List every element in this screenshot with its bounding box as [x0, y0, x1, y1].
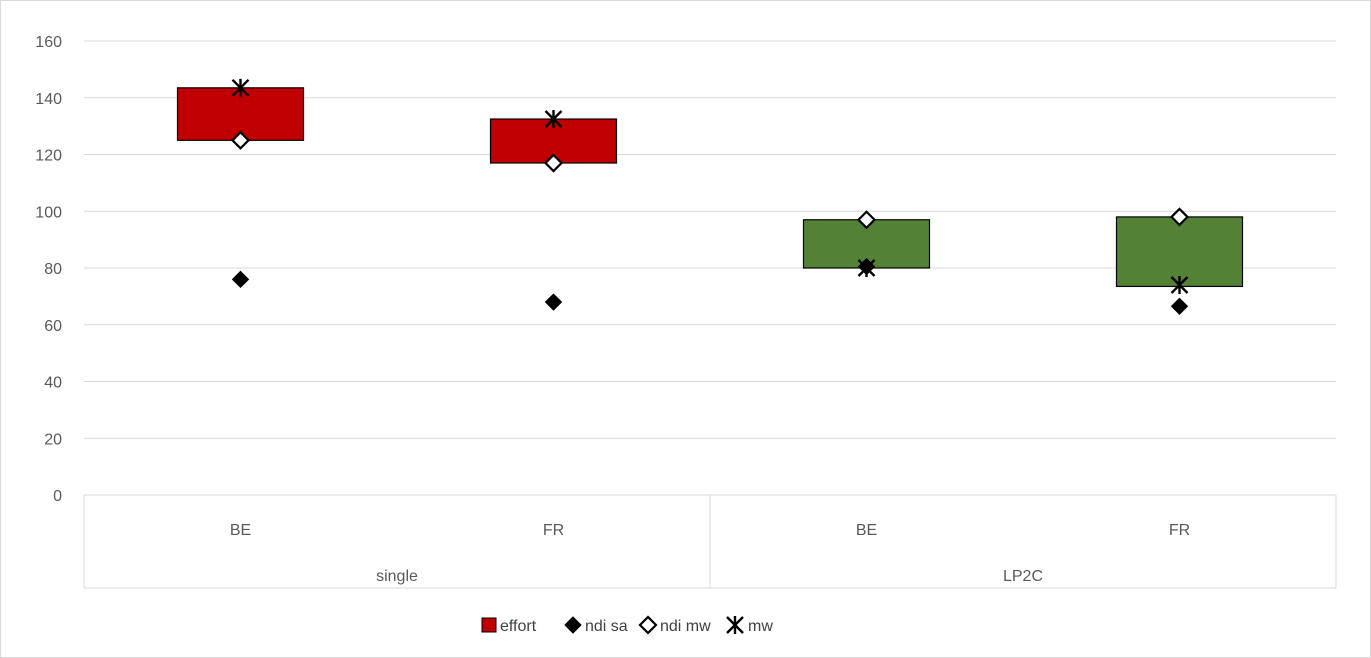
x-tick-label: BE: [856, 522, 877, 539]
legend-label-ndi-mw: ndi mw: [660, 618, 711, 635]
mw-point: [544, 110, 563, 129]
mw-point: [1170, 276, 1189, 295]
mw-point: [857, 259, 876, 277]
legend: effort ndi sa ndi mw mw: [481, 615, 773, 635]
y-tick-label: 60: [44, 318, 62, 335]
effort-box: [1115, 216, 1244, 288]
x-group-label: single: [376, 568, 418, 585]
ndi-sa-point: [544, 293, 563, 311]
legend-swatch-effort: [481, 617, 497, 633]
x-group-label: LP2C: [1003, 568, 1043, 585]
legend-label-ndi-sa: ndi sa: [585, 618, 628, 635]
gridlines: [84, 40, 1336, 439]
ndi-mw-point: [856, 210, 877, 230]
legend-swatch-ndi-sa: [564, 616, 582, 634]
legend-label-mw: mw: [748, 618, 773, 635]
y-axis-ticks: 0 20 40 60 80 100 120 140 160: [35, 34, 62, 505]
ndi-sa-point: [1170, 297, 1189, 316]
effort-boxes: [176, 87, 1244, 288]
y-tick-label: 100: [35, 204, 62, 221]
ndi-mw-point: [1169, 207, 1190, 227]
y-tick-label: 140: [35, 91, 62, 108]
ndi-mw-point: [543, 153, 564, 173]
y-tick-label: 40: [44, 375, 62, 392]
x-tick-label: BE: [230, 522, 251, 539]
y-tick-label: 0: [53, 488, 62, 505]
legend-label-effort: effort: [500, 618, 537, 635]
x-axis: BE FR BE FR single LP2C: [83, 494, 1337, 589]
x-tick-label: FR: [1169, 522, 1190, 539]
y-tick-label: 160: [35, 34, 62, 51]
y-tick-label: 120: [35, 148, 62, 165]
y-tick-label: 20: [44, 431, 62, 448]
y-tick-label: 80: [44, 261, 62, 278]
mw-point: [231, 78, 250, 97]
ndi-sa-point: [231, 270, 250, 289]
legend-swatch-mw: [726, 616, 744, 634]
data-markers: [230, 78, 1190, 316]
x-tick-label: FR: [543, 522, 564, 539]
ndi-mw-point: [230, 130, 251, 150]
legend-swatch-ndi-mw: [638, 615, 658, 635]
